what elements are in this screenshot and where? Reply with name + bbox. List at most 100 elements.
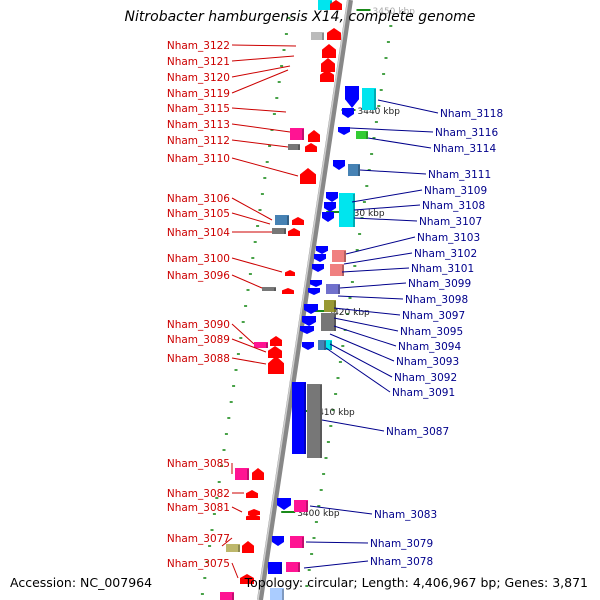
gene-leader-line — [305, 541, 369, 544]
gene-leader-line — [231, 123, 291, 133]
gene-label-left: Nham_3110 — [167, 153, 230, 165]
genome-title: Nitrobacter hamburgensis X14, complete g… — [124, 9, 476, 25]
gene-leader-line — [221, 537, 233, 547]
gene-arrow-plus — [322, 212, 334, 222]
gene-box-shade — [284, 229, 286, 234]
gene-label-left: Nham_3115 — [167, 103, 230, 115]
gene-label-left: Nham_3113 — [167, 119, 230, 131]
gene-label-left: Nham_3085 — [167, 458, 230, 470]
gene-arrow-plus — [308, 288, 320, 295]
gene-label-left: Nham_3075 — [167, 558, 230, 570]
gene-leader-line — [231, 44, 297, 47]
gene-leader-line — [231, 562, 239, 579]
gene-leader-line — [333, 325, 397, 347]
gene-leader-line — [359, 169, 427, 175]
gene-box — [286, 562, 300, 572]
gene-box — [292, 382, 306, 454]
gene-label-right: Nham_3107 — [419, 216, 482, 228]
gene-leader-line — [231, 274, 263, 289]
gene-box-shade — [342, 265, 344, 276]
gene-leader-line — [231, 212, 271, 225]
gene-arrow-minus — [268, 346, 282, 358]
gene-box — [326, 340, 332, 350]
gene-box — [254, 342, 268, 348]
gene-label-right: Nham_3116 — [435, 127, 498, 139]
gene-arrow-plus — [277, 498, 291, 510]
gene-leader-line — [351, 189, 423, 203]
gene-box — [362, 88, 376, 110]
gene-box-shade — [282, 589, 284, 600]
gene-arrow-minus — [288, 228, 300, 236]
gene-arrow-plus — [316, 246, 328, 254]
gene-box-shade — [298, 563, 300, 572]
gene-arrow-plus — [333, 160, 345, 170]
gene-leader-line — [231, 323, 255, 345]
gene-label-right: Nham_3091 — [392, 387, 455, 399]
gene-label-right: Nham_3094 — [398, 341, 461, 353]
gene-leader-line — [345, 236, 416, 255]
genome-backbone-highlight — [257, 0, 349, 600]
gene-box-shade — [247, 469, 249, 480]
gene-leader-line — [231, 357, 267, 365]
gene-leader-line — [309, 505, 373, 515]
gene-box — [262, 287, 276, 291]
gene-box-shade — [280, 563, 282, 574]
gene-box-shade — [374, 89, 376, 110]
gene-box — [270, 588, 284, 600]
gene-label-right: Nham_3078 — [370, 556, 433, 568]
gene-box-shade — [366, 132, 368, 139]
gene-box-shade — [304, 383, 306, 454]
gene-leader-line — [231, 157, 299, 177]
gene-arrow-plus — [304, 304, 318, 314]
gene-leader-line — [329, 343, 393, 378]
gene-box — [356, 131, 368, 139]
gene-box-shade — [306, 501, 308, 512]
gene-box-shade — [302, 129, 304, 140]
gene-leader-line — [339, 282, 407, 289]
scale-label: 3400 kbp — [297, 509, 340, 519]
gene-arrow-plus — [302, 342, 314, 350]
gene-leader-line — [367, 137, 432, 149]
gene-label-right: Nham_3101 — [411, 263, 474, 275]
gene-label-right: Nham_3109 — [424, 185, 487, 197]
gene-box — [220, 592, 234, 600]
gene-label-left: Nham_3119 — [167, 88, 230, 100]
scale-label: 3440 kbp — [358, 107, 401, 117]
gene-box-shade — [334, 301, 336, 312]
gene-arrow-plus — [338, 127, 350, 135]
gene-label-right: Nham_3114 — [433, 143, 496, 155]
gene-box — [307, 384, 322, 458]
gene-arrow-minus — [330, 0, 342, 10]
gene-label-left: Nham_3106 — [167, 193, 230, 205]
gene-label-left: Nham_3100 — [167, 253, 230, 265]
gene-label-right: Nham_3097 — [402, 310, 465, 322]
gene-leader-line — [231, 139, 289, 148]
gene-box-shade — [302, 537, 304, 548]
gene-arrow-minus — [246, 514, 260, 520]
scale-label: 3430 kbp — [342, 209, 385, 219]
gene-box-shade — [344, 251, 346, 262]
gene-leader-line — [349, 127, 434, 133]
scale-label: 3420 kbp — [327, 308, 370, 318]
gene-arrow-minus — [322, 44, 336, 58]
topology-summary: Topology: circular; Length: 4,406,967 bp… — [244, 575, 588, 590]
gene-arrow-plus — [310, 280, 322, 287]
gene-arrow-minus — [248, 509, 260, 515]
gene-box — [318, 0, 332, 10]
gene-arrow-plus — [272, 536, 284, 546]
gene-box — [268, 562, 282, 574]
gene-leader-line — [333, 307, 401, 316]
gene-leader-line — [377, 99, 439, 114]
gene-box-shade — [330, 341, 332, 350]
gene-label-right: Nham_3079 — [370, 538, 433, 550]
gene-arrow-plus — [342, 108, 354, 118]
gene-label-right: Nham_3099 — [408, 278, 471, 290]
gene-leader-line — [231, 197, 273, 221]
gene-arrow-minus — [246, 490, 258, 498]
genome-backbone — [257, 0, 353, 600]
gene-arrow-minus — [327, 28, 341, 40]
gene-box — [290, 536, 304, 548]
gene-box-shade — [298, 145, 300, 150]
gene-label-left: Nham_3096 — [167, 270, 230, 282]
